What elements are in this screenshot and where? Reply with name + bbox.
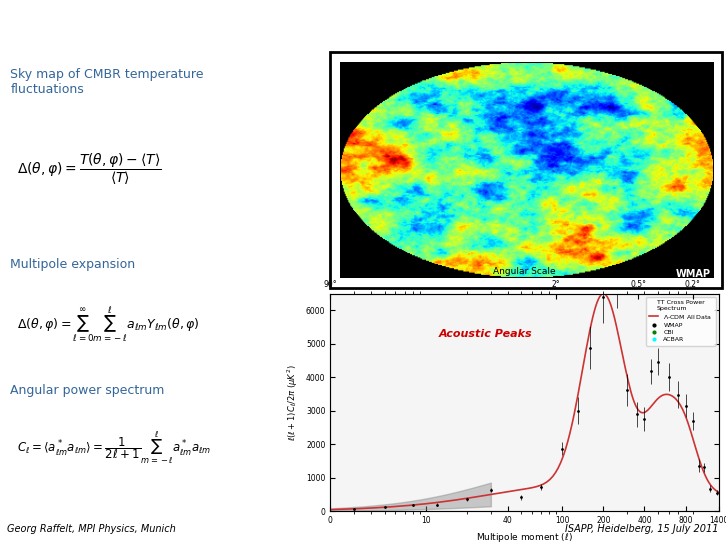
Text: WMAP: WMAP bbox=[676, 269, 711, 279]
Text: Angular power spectrum: Angular power spectrum bbox=[10, 384, 165, 397]
Text: $C_\ell = \langle a^*_{\ell m} a_{\ell m} \rangle = \dfrac{1}{2\ell+1} \sum_{m=-: $C_\ell = \langle a^*_{\ell m} a_{\ell m… bbox=[17, 430, 212, 466]
X-axis label: Multipole moment ($\ell$): Multipole moment ($\ell$) bbox=[476, 531, 573, 544]
Text: Multipole expansion: Multipole expansion bbox=[10, 258, 136, 271]
X-axis label: Angular Scale: Angular Scale bbox=[493, 267, 556, 276]
Legend: $\Lambda$-CDM All Data, WMAP, CBI, ACBAR: $\Lambda$-CDM All Data, WMAP, CBI, ACBAR bbox=[646, 297, 716, 345]
Text: Power Spectrum of CMB Temperature Fluctuations: Power Spectrum of CMB Temperature Fluctu… bbox=[15, 15, 649, 34]
Text: $\Delta(\theta,\varphi) = \dfrac{T(\theta,\varphi) - \langle T \rangle}{\langle : $\Delta(\theta,\varphi) = \dfrac{T(\thet… bbox=[17, 151, 162, 187]
Text: Sky map of CMBR temperature
fluctuations: Sky map of CMBR temperature fluctuations bbox=[10, 67, 204, 96]
Text: Acoustic Peaks: Acoustic Peaks bbox=[439, 329, 533, 339]
Text: $\Delta(\theta,\varphi) = \sum_{\ell=0}^{\infty} \sum_{m=-\ell}^{\ell} a_{\ell m: $\Delta(\theta,\varphi) = \sum_{\ell=0}^… bbox=[17, 305, 200, 344]
Text: Georg Raffelt, MPI Physics, Munich: Georg Raffelt, MPI Physics, Munich bbox=[7, 524, 176, 534]
Y-axis label: $\ell(\ell+1)C_\ell/2\pi$ ($\mu K^2$): $\ell(\ell+1)C_\ell/2\pi$ ($\mu K^2$) bbox=[286, 364, 301, 441]
Text: ISAPP, Heidelberg, 15 July 2011: ISAPP, Heidelberg, 15 July 2011 bbox=[566, 524, 719, 534]
